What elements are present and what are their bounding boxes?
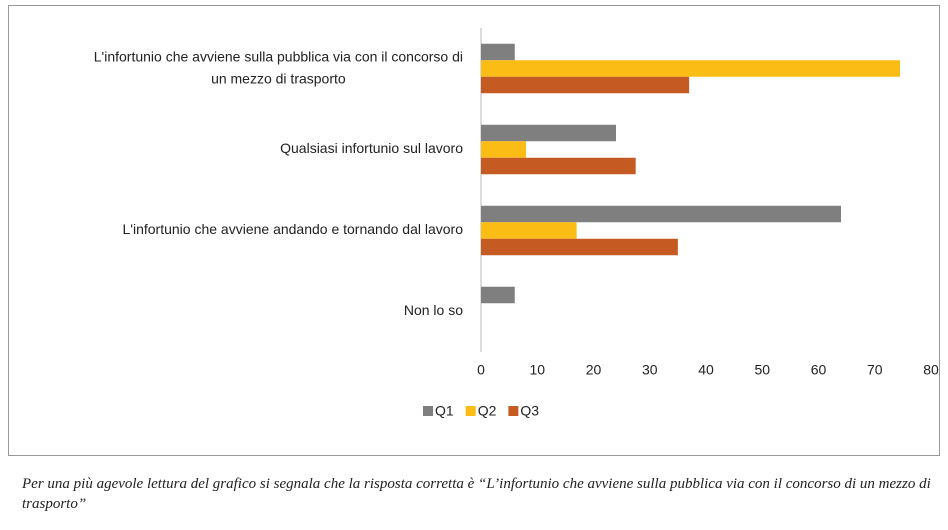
x-tick-label: 0 bbox=[477, 362, 485, 378]
bar bbox=[481, 60, 901, 77]
legend-swatch bbox=[423, 406, 433, 416]
legend-label: Q1 bbox=[435, 403, 454, 419]
x-tick-label: 10 bbox=[529, 362, 545, 378]
x-tick-label: 80 bbox=[923, 362, 939, 378]
x-tick-label: 30 bbox=[642, 362, 658, 378]
chart-frame bbox=[8, 5, 940, 456]
y-tick-label: L'infortunio che avviene sulla pubblica … bbox=[94, 48, 463, 86]
x-tick-label: 20 bbox=[586, 362, 602, 378]
x-tick-label: 50 bbox=[754, 362, 770, 378]
note: Per una più agevole lettura del grafico … bbox=[22, 476, 931, 512]
bar bbox=[481, 205, 841, 223]
y-tick-label: Non lo so bbox=[404, 302, 463, 318]
legend-swatch bbox=[508, 406, 519, 416]
y-tick-label: L'infortunio che avviene andando e torna… bbox=[123, 221, 464, 237]
bar bbox=[481, 76, 690, 94]
legend-label: Q2 bbox=[478, 403, 497, 419]
bar bbox=[481, 124, 616, 142]
bar bbox=[481, 222, 577, 239]
bar bbox=[481, 43, 515, 61]
x-tick-label: 70 bbox=[867, 362, 883, 378]
bar bbox=[481, 141, 526, 158]
legend-label: Q3 bbox=[520, 403, 539, 419]
x-tick-label: 40 bbox=[698, 362, 714, 378]
bar bbox=[481, 286, 515, 304]
legend-swatch bbox=[465, 406, 476, 416]
bar bbox=[481, 157, 636, 175]
x-tick-label: 60 bbox=[811, 362, 827, 378]
y-tick-label: Qualsiasi infortunio sul lavoro bbox=[280, 140, 463, 156]
bar bbox=[481, 238, 678, 256]
